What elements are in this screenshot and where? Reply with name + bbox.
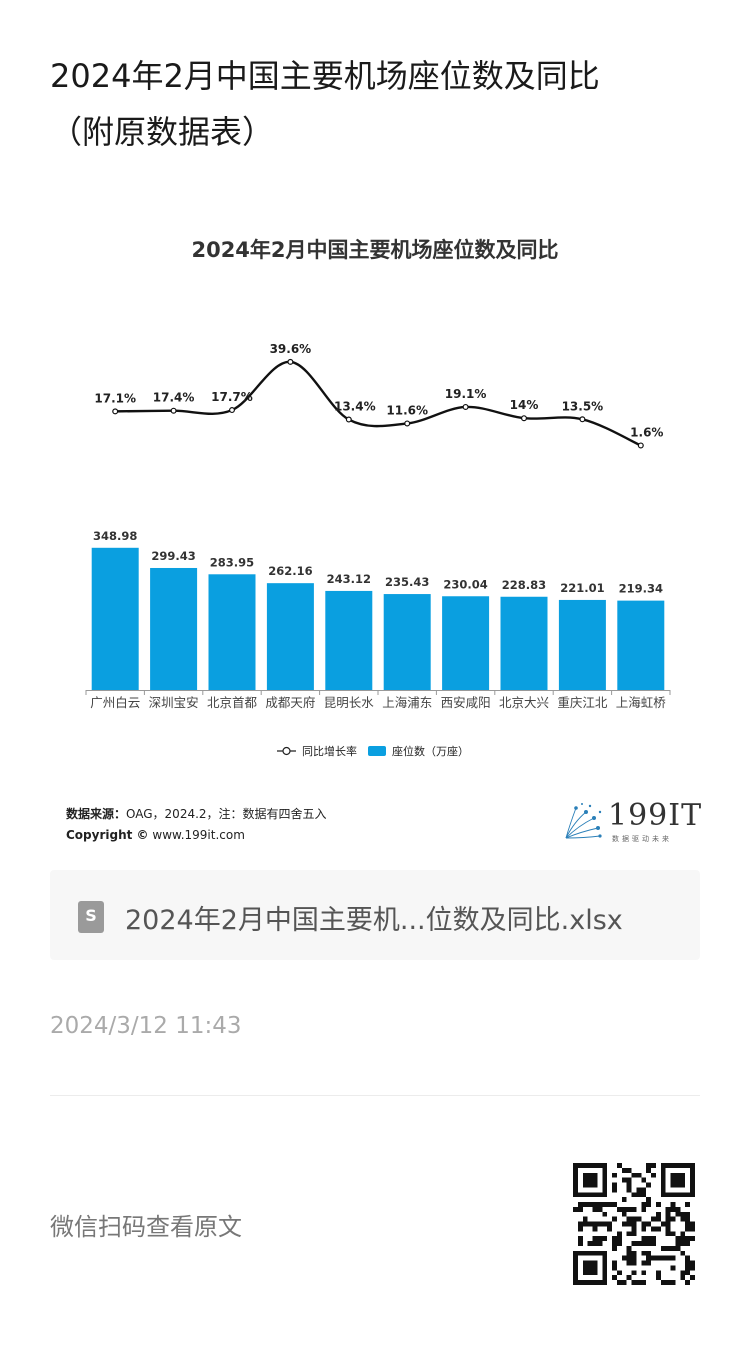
qr-hint: 微信扫码查看原文 [50, 1213, 242, 1241]
growth-point [229, 407, 236, 414]
growth-point [521, 415, 528, 422]
chart-image: 2024年2月中国主要机场座位数及同比 348.98 299.43 283.95 26… [50, 215, 700, 855]
copyright-text: www.199it.com [152, 828, 245, 842]
spreadsheet-file-icon [78, 901, 104, 933]
growth-label: 17.4% [153, 391, 195, 405]
category-label: 北京首都 [207, 695, 258, 710]
growth-label: 1.6% [630, 425, 663, 439]
bar-7 [500, 596, 548, 690]
dandelion-logo-icon [565, 803, 602, 839]
qr-code-icon[interactable] [573, 1163, 695, 1285]
source-note: 数据来源：OAG，2024.2，注：数据有四舍五入 Copyright © ww… [66, 804, 327, 846]
bar-5 [383, 594, 431, 690]
category-label: 广州白云 [90, 695, 140, 710]
growth-point [345, 416, 352, 423]
growth-point [112, 408, 119, 415]
growth-label: 13.5% [562, 399, 604, 413]
bar-value-label: 219.34 [619, 582, 663, 596]
growth-label: 17.1% [94, 391, 136, 405]
category-label: 深圳宝安 [149, 695, 199, 710]
growth-label: 39.6% [270, 342, 312, 356]
growth-line [115, 360, 642, 447]
growth-label: 13.4% [334, 400, 376, 414]
growth-label: 19.1% [445, 387, 487, 401]
category-label: 上海浦东 [382, 695, 432, 710]
bar-value-label: 243.12 [327, 572, 371, 586]
growth-label: 14% [510, 398, 539, 412]
category-label: 北京大兴 [499, 695, 549, 710]
growth-point [287, 358, 294, 365]
article-title: 2024年2月中国主要机场座位数及同比 （附原数据表） [50, 48, 690, 160]
bar-1 [150, 567, 198, 690]
bar-value-label: 283.95 [210, 555, 254, 569]
growth-label: 17.7% [211, 390, 253, 404]
bar-3 [266, 583, 314, 690]
bar-value-label: 221.01 [560, 581, 604, 595]
article-title-line1: 2024年2月中国主要机场座位数及同比 [50, 57, 600, 95]
bar-value-label: 228.83 [502, 578, 546, 592]
category-label: 上海虹桥 [616, 695, 667, 710]
source-label: 数据来源： [66, 807, 127, 821]
brand-tagline: 数据驱动未来 [612, 835, 672, 843]
attachment-card[interactable]: 2024年2月中国主要机...位数及同比.xlsx [50, 870, 700, 960]
growth-point [462, 403, 469, 410]
category-label: 昆明长水 [324, 695, 375, 710]
bar-4 [325, 590, 373, 690]
growth-point [579, 416, 586, 423]
legend-line-label: 同比增长率 [302, 744, 357, 758]
bar-value-label: 230.04 [443, 577, 487, 591]
bar-9 [617, 600, 665, 690]
growth-point [404, 420, 411, 427]
article-title-line2: （附原数据表） [50, 113, 275, 151]
growth-point [637, 442, 644, 449]
bar-2 [208, 574, 256, 690]
growth-point [170, 407, 177, 414]
copyright-label: Copyright © [66, 828, 149, 842]
bar-0 [91, 547, 139, 690]
chart-title: 2024年2月中国主要机场座位数及同比 [191, 238, 558, 262]
bar-value-label: 299.43 [151, 549, 195, 563]
bar-value-label: 348.98 [93, 529, 137, 543]
brand-name: 199IT [608, 798, 703, 833]
bar-6 [442, 596, 490, 690]
post-time: 2024/3/12 11:43 [50, 1013, 242, 1039]
legend-bar-label: 座位数（万座） [392, 744, 469, 758]
seat-chart: 2024年2月中国主要机场座位数及同比 348.98 299.43 283.95 26… [85, 238, 671, 758]
bar-8 [558, 599, 606, 690]
attachment-file-name[interactable]: 2024年2月中国主要机...位数及同比.xlsx [125, 905, 623, 936]
category-label: 西安咸阳 [441, 695, 491, 710]
divider [50, 1095, 700, 1096]
category-label: 重庆江北 [557, 695, 608, 710]
brand-logo: 199IT 数据驱动未来 [560, 798, 703, 846]
source-text: OAG，2024.2，注：数据有四舍五入 [126, 807, 327, 821]
growth-label: 11.6% [386, 403, 428, 417]
bar-value-label: 262.16 [268, 564, 312, 578]
category-label: 成都天府 [265, 695, 315, 710]
bar-value-label: 235.43 [385, 575, 429, 589]
